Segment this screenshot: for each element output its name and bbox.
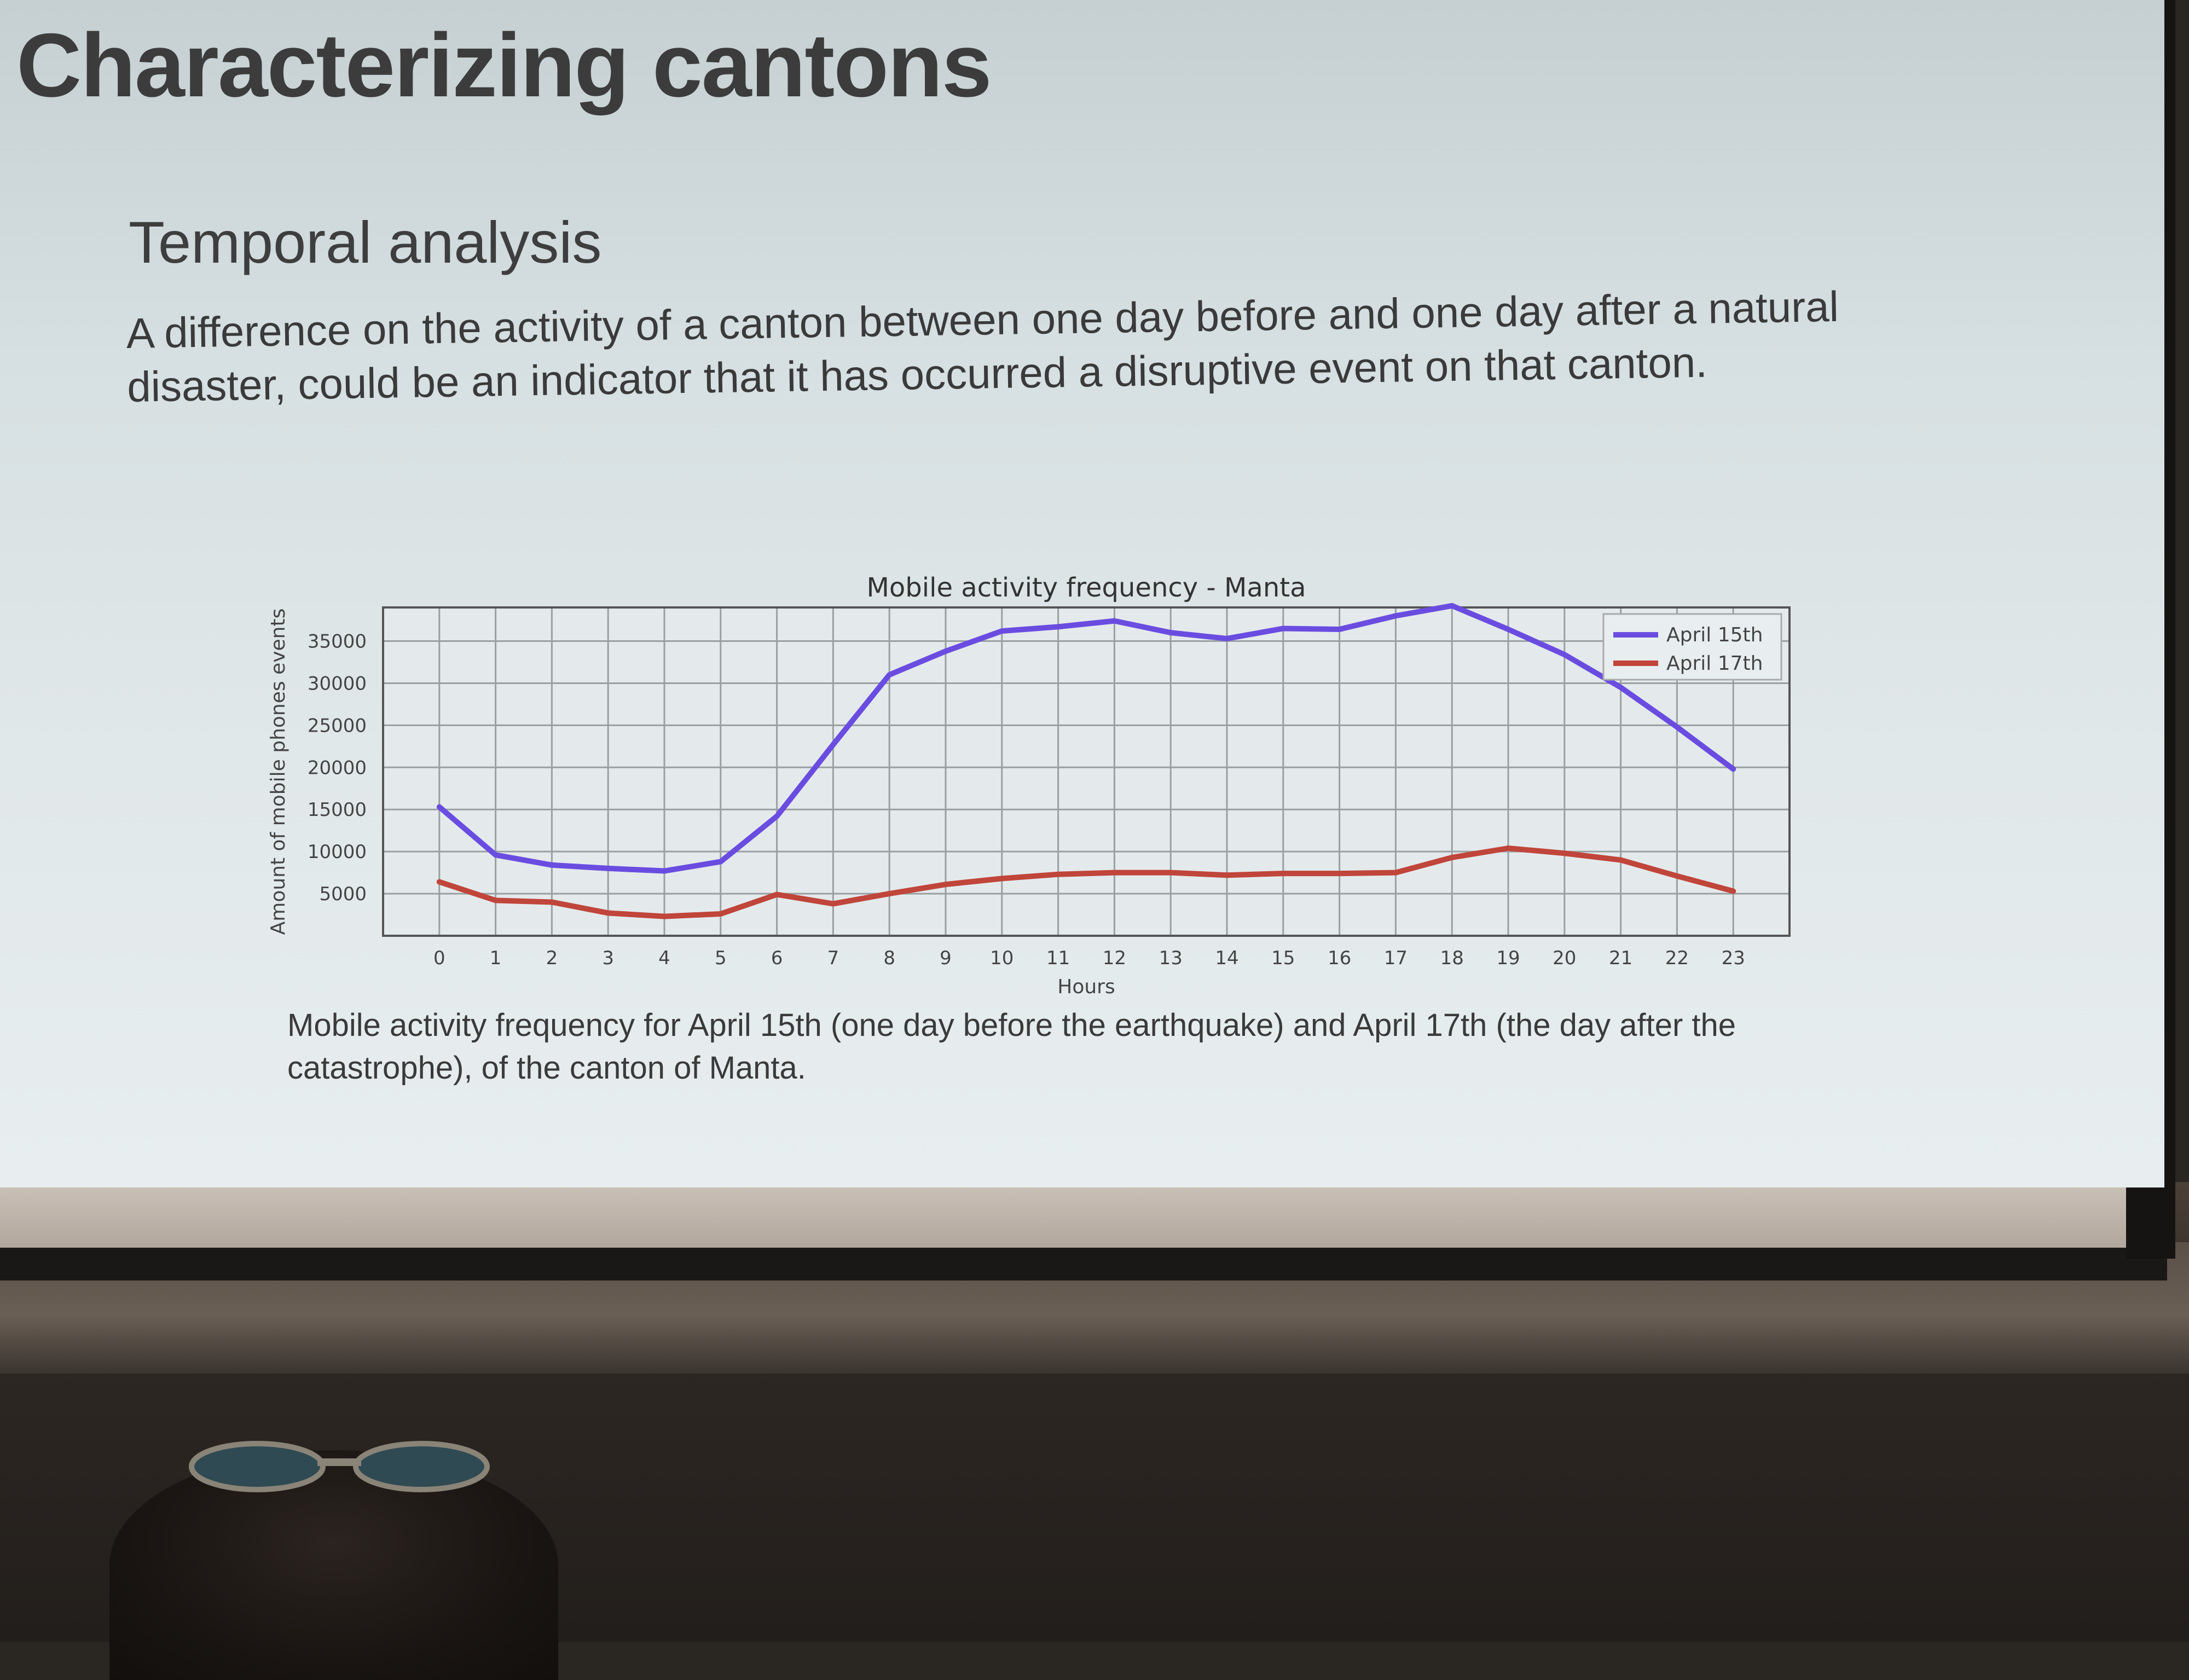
x-tick-label: 9 bbox=[940, 947, 952, 969]
chart-title: Mobile activity frequency - Manta bbox=[867, 572, 1306, 603]
y-tick-label: 30000 bbox=[308, 673, 367, 694]
x-tick-label: 19 bbox=[1496, 947, 1520, 969]
x-tick-label: 0 bbox=[433, 947, 445, 969]
x-tick-label: 5 bbox=[715, 947, 727, 969]
plot-area bbox=[383, 607, 1790, 936]
x-tick-label: 3 bbox=[602, 947, 614, 969]
slide-title: Characterizing cantons bbox=[16, 14, 991, 117]
y-tick-label: 5000 bbox=[319, 883, 367, 905]
x-tick-label: 2 bbox=[546, 947, 558, 969]
x-tick-label: 20 bbox=[1553, 947, 1576, 969]
y-tick-label: 20000 bbox=[308, 757, 367, 779]
x-tick-label: 14 bbox=[1215, 947, 1238, 969]
x-tick-label: 21 bbox=[1609, 947, 1632, 969]
x-axis-label: Hours bbox=[1057, 976, 1115, 998]
x-tick-label: 11 bbox=[1046, 947, 1070, 969]
legend-label: April 15th bbox=[1666, 624, 1763, 646]
projected-slide: Characterizing cantons Temporal analysis… bbox=[0, 0, 2164, 1187]
x-tick-label: 10 bbox=[990, 947, 1014, 969]
sunglasses-icon bbox=[186, 1434, 493, 1494]
x-tick-label: 16 bbox=[1328, 947, 1351, 969]
x-tick-label: 18 bbox=[1440, 947, 1464, 969]
y-tick-label: 15000 bbox=[308, 799, 367, 821]
x-tick-label: 13 bbox=[1159, 947, 1183, 969]
x-tick-label: 12 bbox=[1103, 947, 1126, 969]
x-tick-label: 17 bbox=[1384, 947, 1408, 969]
screen-bottom-band bbox=[0, 1187, 2167, 1248]
x-tick-label: 15 bbox=[1271, 947, 1295, 969]
x-tick-label: 6 bbox=[771, 947, 783, 969]
x-tick-label: 7 bbox=[827, 947, 839, 969]
x-tick-label: 23 bbox=[1722, 947, 1745, 969]
slide-subtitle: Temporal analysis bbox=[129, 208, 601, 276]
chart-caption: Mobile activity frequency for April 15th… bbox=[287, 1004, 1820, 1090]
x-tick-label: 8 bbox=[883, 947, 895, 969]
slide-body-text: A difference on the activity of a canton… bbox=[126, 278, 1933, 414]
y-axis-label: Amount of mobile phones events bbox=[267, 609, 289, 935]
x-tick-label: 1 bbox=[490, 947, 502, 969]
y-tick-label: 10000 bbox=[308, 841, 367, 863]
x-tick-label: 22 bbox=[1665, 947, 1689, 969]
y-tick-label: 35000 bbox=[308, 631, 367, 653]
x-tick-label: 4 bbox=[658, 947, 670, 969]
legend-label: April 17th bbox=[1666, 652, 1763, 675]
y-tick-label: 25000 bbox=[308, 715, 367, 737]
